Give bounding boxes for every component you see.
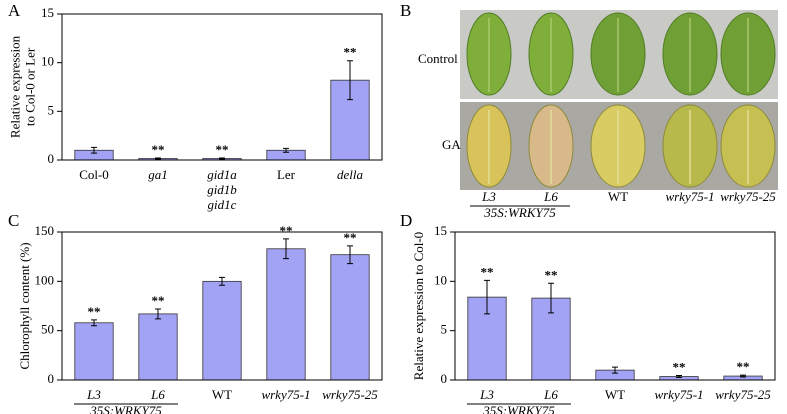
error-bar (283, 238, 289, 260)
y-tick-label: 10 (41, 54, 54, 69)
x-tick-label: wrky75-1 (261, 387, 310, 402)
x-tick-label: della (337, 167, 363, 182)
error-bar (676, 375, 682, 379)
row-label: GA (442, 137, 461, 152)
significance-label: ** (737, 359, 750, 374)
error-bar (740, 374, 746, 378)
significance-label: ** (152, 293, 165, 308)
error-bar (484, 279, 490, 315)
significance-label: ** (216, 142, 229, 157)
error-bar (283, 147, 289, 153)
y-tick-label: 10 (434, 272, 447, 287)
error-bar (155, 157, 161, 160)
y-tick-label: 0 (48, 151, 55, 166)
x-tick-label: wrky75-25 (715, 387, 771, 402)
column-label: L6 (543, 189, 558, 204)
error-bar (155, 308, 161, 320)
y-tick-label: 0 (48, 371, 55, 386)
x-tick-label: Ler (277, 167, 296, 182)
y-tick-label: 15 (41, 5, 54, 20)
bar (330, 254, 370, 381)
bar (74, 322, 114, 381)
significance-label: ** (673, 360, 686, 375)
x-tick-label: WT (212, 387, 232, 402)
panel-letter: A (8, 1, 21, 20)
x-tick-label: gid1a gid1b gid1c (207, 167, 237, 212)
y-tick-label: 50 (41, 322, 54, 337)
significance-label: ** (344, 230, 357, 245)
significance-label: ** (152, 142, 165, 157)
panel-letter: C (8, 211, 19, 230)
row-label: Control (418, 51, 458, 66)
error-bar (219, 157, 225, 160)
error-bar (548, 282, 554, 314)
axis-frame (61, 13, 383, 161)
bar (266, 248, 306, 381)
y-axis-label: Relative expression to Col-0 (411, 232, 426, 380)
y-tick-label: 0 (441, 371, 448, 386)
error-bar (91, 319, 97, 327)
group-label: 35S:WRKY75 (482, 403, 555, 414)
bar (202, 280, 242, 381)
panel-letter: D (400, 211, 412, 230)
x-tick-label: ga1 (148, 167, 168, 182)
error-bar (91, 146, 97, 154)
x-tick-label: wrky75-25 (322, 387, 378, 402)
significance-label: ** (545, 267, 558, 282)
x-tick-label: L6 (150, 387, 165, 402)
x-tick-label: Col-0 (79, 167, 109, 182)
x-tick-label: wrky75-1 (654, 387, 703, 402)
axis-frame (454, 231, 776, 381)
y-tick-label: 5 (441, 322, 448, 337)
x-tick-label: L3 (86, 387, 101, 402)
y-tick-label: 15 (434, 223, 447, 238)
panel-letter: B (400, 1, 411, 20)
x-tick-label: L3 (479, 387, 494, 402)
bar (138, 313, 178, 381)
error-bar (612, 366, 618, 374)
y-tick-label: 150 (35, 223, 55, 238)
error-bar (347, 245, 353, 265)
y-tick-label: 100 (35, 272, 55, 287)
column-label: WT (608, 189, 628, 204)
column-label: L3 (481, 189, 496, 204)
column-label: wrky75-1 (665, 189, 714, 204)
x-tick-label: L6 (543, 387, 558, 402)
column-label: wrky75-25 (720, 189, 776, 204)
error-bar (219, 276, 225, 286)
group-label: 35S:WRKY75 (89, 403, 162, 414)
error-bar (347, 60, 353, 101)
y-tick-label: 5 (48, 102, 55, 117)
significance-label: ** (280, 223, 293, 238)
y-axis-label: Relative expressionto Col-0 or Ler (7, 35, 37, 138)
group-label: 35S:WRKY75 (483, 205, 556, 220)
significance-label: ** (344, 45, 357, 60)
significance-label: ** (88, 304, 101, 319)
axis-frame (61, 231, 383, 381)
significance-label: ** (481, 264, 494, 279)
y-axis-label: Chlorophyll content (%) (17, 242, 32, 369)
x-tick-label: WT (605, 387, 625, 402)
